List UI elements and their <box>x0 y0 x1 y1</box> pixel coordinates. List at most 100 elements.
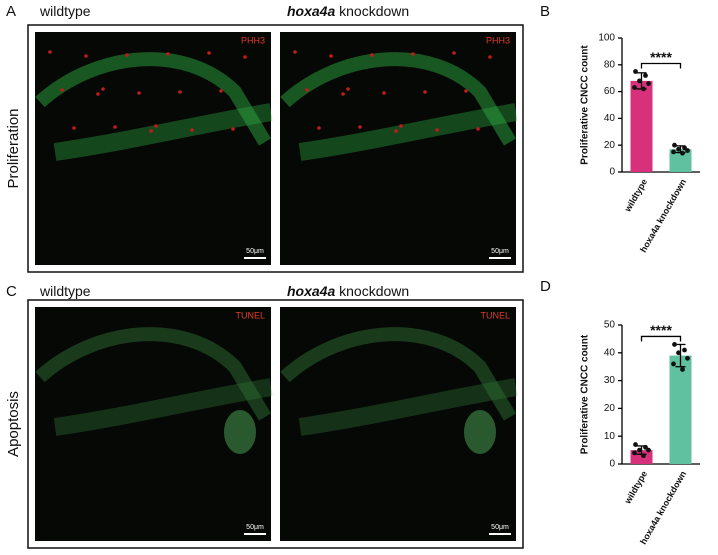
title-text: knockdown <box>339 3 409 19</box>
data-point <box>632 85 637 90</box>
data-point <box>637 447 642 453</box>
y-tick-label: 40 <box>604 347 616 358</box>
stain-label: TUNEL <box>480 310 510 320</box>
gene-name: hoxa4a <box>287 283 335 299</box>
cell <box>178 90 182 94</box>
cell <box>488 55 492 59</box>
bar <box>669 355 692 464</box>
y-tick-label: 20 <box>604 403 616 414</box>
cell <box>394 129 398 133</box>
y-tick-label: 40 <box>604 113 616 124</box>
x-tick-label: hoxa4a knockdown <box>638 469 688 546</box>
y-tick-label: 10 <box>604 431 616 442</box>
tissue-band <box>53 103 273 161</box>
cell <box>382 91 386 95</box>
tissue-band <box>298 103 518 161</box>
data-point <box>671 149 676 155</box>
cell <box>48 50 52 54</box>
cell <box>476 127 480 131</box>
panel-letter: C <box>6 283 17 300</box>
cell <box>435 128 439 132</box>
data-point <box>676 350 681 356</box>
cell <box>452 51 456 55</box>
y-tick-label: 60 <box>604 86 616 97</box>
data-point <box>633 69 638 74</box>
x-tick-label: wildtype <box>622 177 649 214</box>
scale-label: 50μm <box>491 248 509 255</box>
data-point <box>643 73 648 78</box>
cell <box>101 87 105 91</box>
cell <box>358 125 362 129</box>
x-tick-label: wildtype <box>622 469 649 506</box>
y-tick-label: 20 <box>604 140 616 151</box>
cell <box>329 54 333 58</box>
image-title: hoxa4a knockdown <box>287 283 409 299</box>
cell <box>154 124 158 128</box>
data-point <box>646 447 651 453</box>
significance-bracket <box>640 335 682 342</box>
panel-letter: D <box>540 278 551 295</box>
title-text: wildtype <box>39 283 91 299</box>
data-point <box>676 146 681 152</box>
data-point <box>672 342 677 347</box>
data-point <box>671 361 676 367</box>
cell <box>243 55 247 59</box>
cell <box>96 92 100 96</box>
data-point <box>682 347 687 353</box>
cell <box>72 126 76 130</box>
cell <box>207 51 211 55</box>
scale-label: 50μm <box>246 248 264 255</box>
significance-bracket <box>640 62 682 69</box>
gene-name: hoxa4a <box>287 3 335 19</box>
y-tick-label: 0 <box>609 459 615 470</box>
cell <box>231 127 235 131</box>
significance-label: **** <box>650 49 672 65</box>
data-point <box>641 86 646 92</box>
panel-letter: B <box>540 3 550 20</box>
cell <box>411 52 415 56</box>
data-point <box>680 150 685 156</box>
data-point <box>685 355 690 361</box>
y-tick-label: 50 <box>604 320 616 331</box>
cell <box>113 125 117 129</box>
image-title: hoxa4a knockdown <box>287 3 409 19</box>
eye <box>464 410 496 454</box>
cell <box>293 50 297 54</box>
cell <box>370 53 374 57</box>
micrograph <box>280 32 516 265</box>
cell <box>125 53 129 57</box>
tissue-band <box>53 378 273 436</box>
tissue-band <box>35 327 272 421</box>
panel-letter: A <box>6 3 16 20</box>
tissue <box>280 50 518 161</box>
cell <box>341 92 345 96</box>
error-bar <box>675 343 686 368</box>
cell <box>346 87 350 91</box>
cell <box>464 89 468 93</box>
scale-label: 50μm <box>246 524 264 531</box>
image-title: wildtype <box>39 283 91 299</box>
y-axis-label: Proliferative CNCC count <box>580 45 591 165</box>
bar <box>669 149 692 172</box>
cell <box>149 129 153 133</box>
tissue-band <box>298 378 518 436</box>
tissue <box>35 50 273 161</box>
data-point <box>680 367 685 372</box>
cell <box>423 90 427 94</box>
title-text: wildtype <box>39 3 91 19</box>
tissue-band <box>280 52 517 146</box>
stain-label: TUNEL <box>235 310 265 320</box>
cell <box>305 88 309 92</box>
significance-label: **** <box>650 322 672 338</box>
tissue <box>280 327 518 454</box>
row-label: Apoptosis <box>5 391 22 457</box>
cell <box>60 88 64 92</box>
tissue-band <box>35 52 272 146</box>
y-tick-label: 0 <box>609 167 615 178</box>
data-point <box>672 142 677 148</box>
eye <box>224 410 256 454</box>
stain-label: PHH3 <box>486 35 510 45</box>
stain-label: PHH3 <box>241 35 265 45</box>
micrograph <box>35 32 271 265</box>
